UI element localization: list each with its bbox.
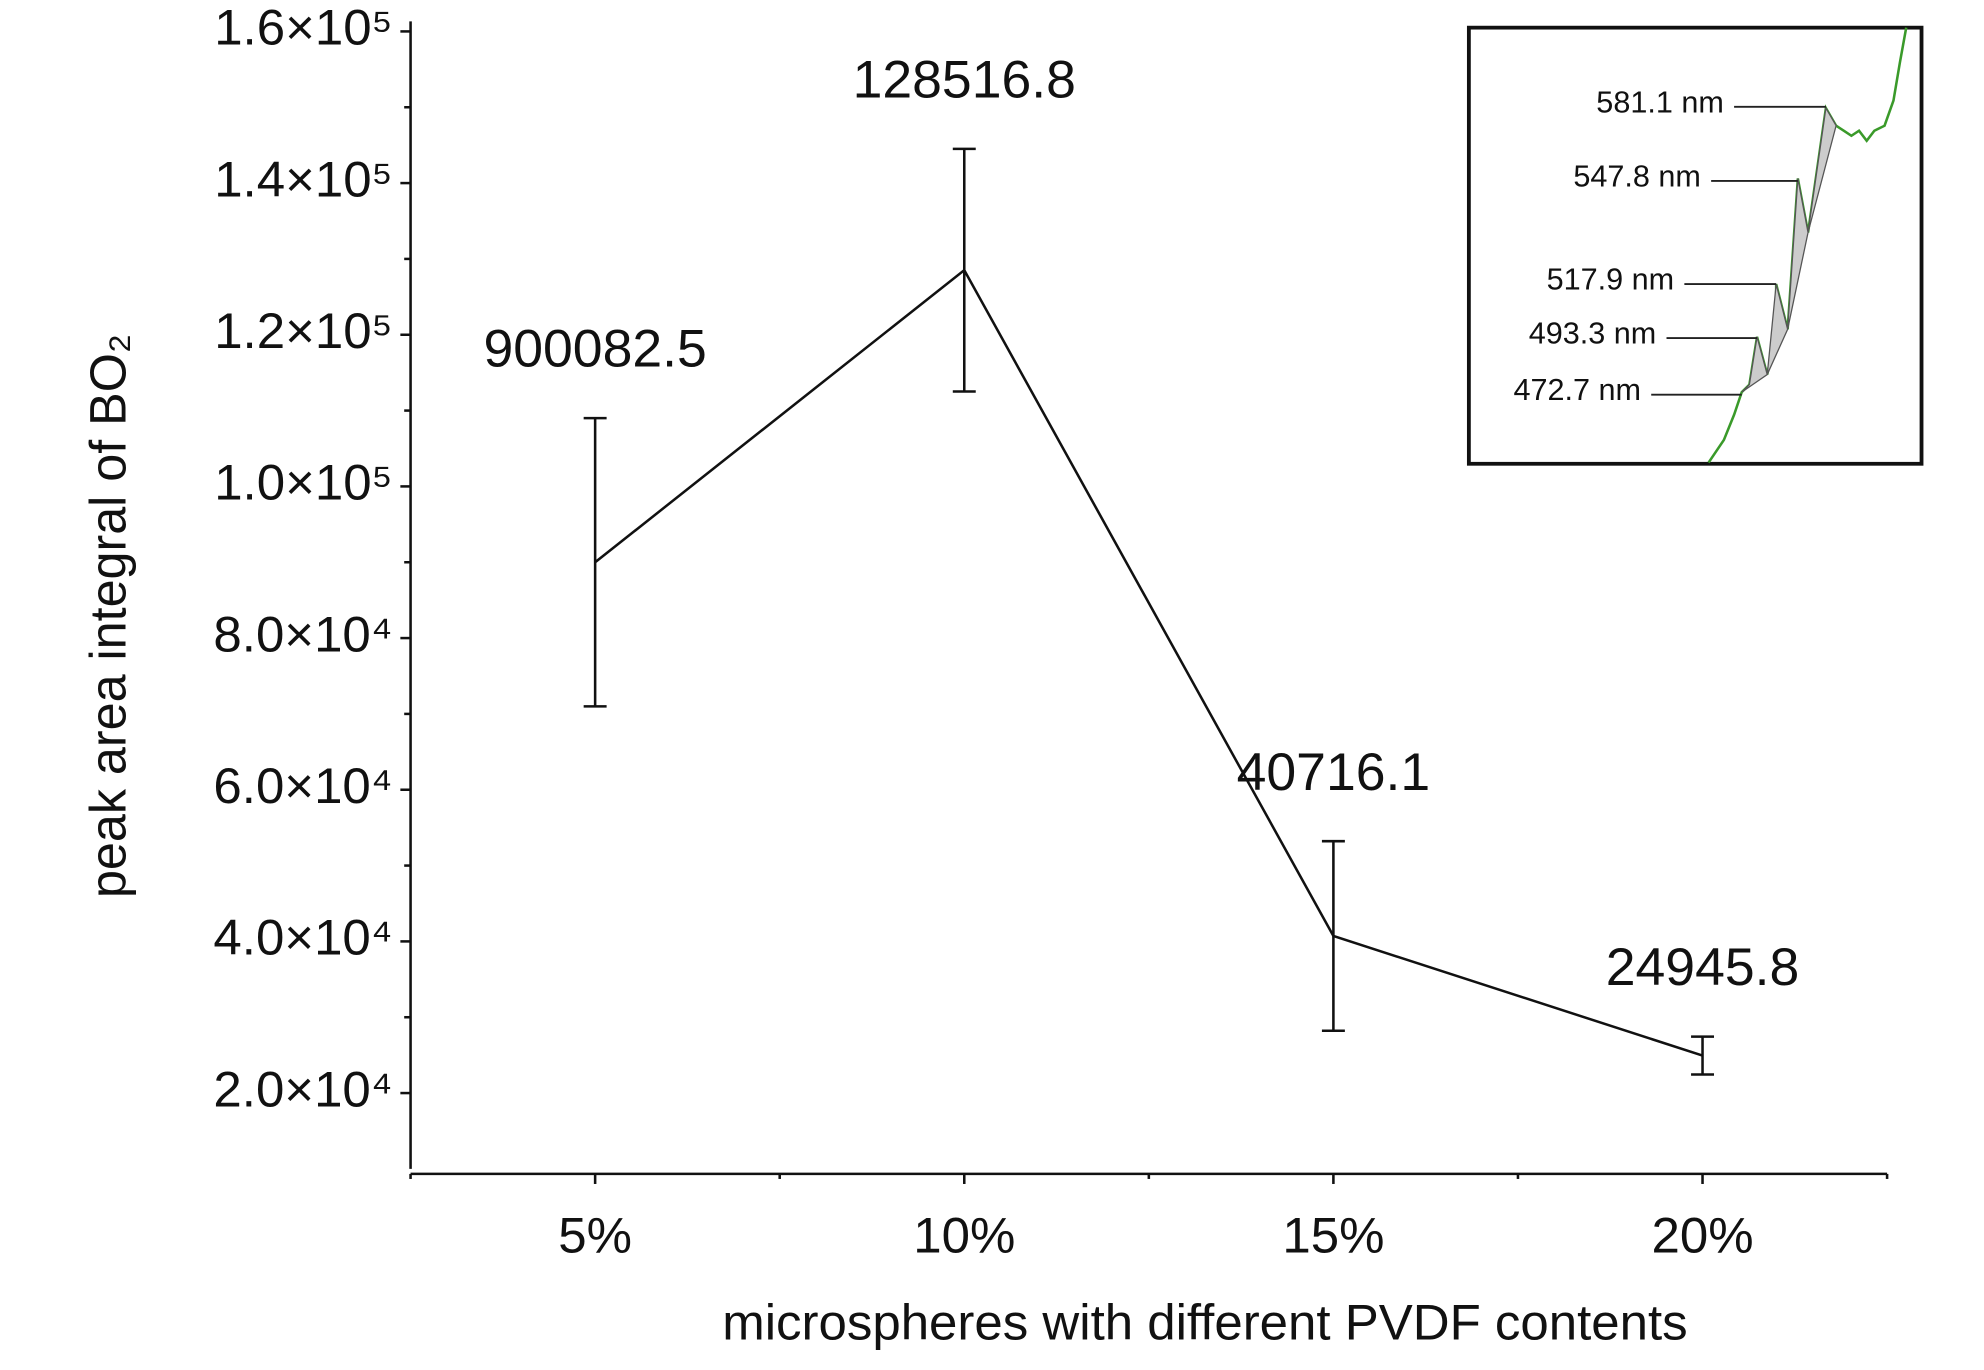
y-tick-label: 1.2×10⁵ [214, 302, 393, 359]
data-label: 24945.8 [1606, 939, 1800, 998]
data-label: 128516.8 [853, 51, 1076, 110]
inset-label: 472.7 nm [1513, 373, 1641, 407]
data-label: 40716.1 [1237, 743, 1431, 802]
data-line [594, 268, 1703, 1057]
y-tick-label: 1.6×10⁵ [214, 0, 393, 56]
x-tick-label: 5% [558, 1207, 632, 1264]
y-tick-label: 1.4×10⁵ [214, 151, 393, 208]
y-tick-label: 4.0×10⁴ [213, 909, 392, 966]
inset-label: 581.1 nm [1596, 85, 1724, 119]
error-bar [952, 147, 976, 393]
x-axis-title: microspheres with different PVDF content… [722, 1294, 1687, 1351]
inset-label: 493.3 nm [1529, 317, 1657, 351]
inset-frame [1466, 25, 1924, 466]
x-tick-label: 15% [1282, 1207, 1384, 1264]
y-tick-label: 6.0×10⁴ [213, 757, 392, 814]
y-tick-label: 1.0×10⁵ [214, 454, 393, 511]
error-bar [583, 416, 607, 708]
error-bar [1691, 1035, 1715, 1076]
y-tick-label: 8.0×10⁴ [213, 606, 392, 663]
error-bar [1321, 839, 1345, 1033]
y-tick-label: 2.0×10⁴ [213, 1061, 392, 1118]
inset-label: 547.8 nm [1573, 160, 1701, 194]
x-tick-label: 20% [1652, 1207, 1754, 1264]
data-label: 900082.5 [483, 320, 706, 379]
inset-label: 517.9 nm [1547, 263, 1675, 297]
x-tick-label: 10% [913, 1207, 1015, 1264]
inset-peaks [1741, 106, 1837, 393]
y-axis-title: peak area integral of BO₂ [79, 334, 136, 898]
inset: 581.1 nm 547.8 nm 517.9 nm 493.3 nm 472.7 nm [1466, 25, 1924, 466]
